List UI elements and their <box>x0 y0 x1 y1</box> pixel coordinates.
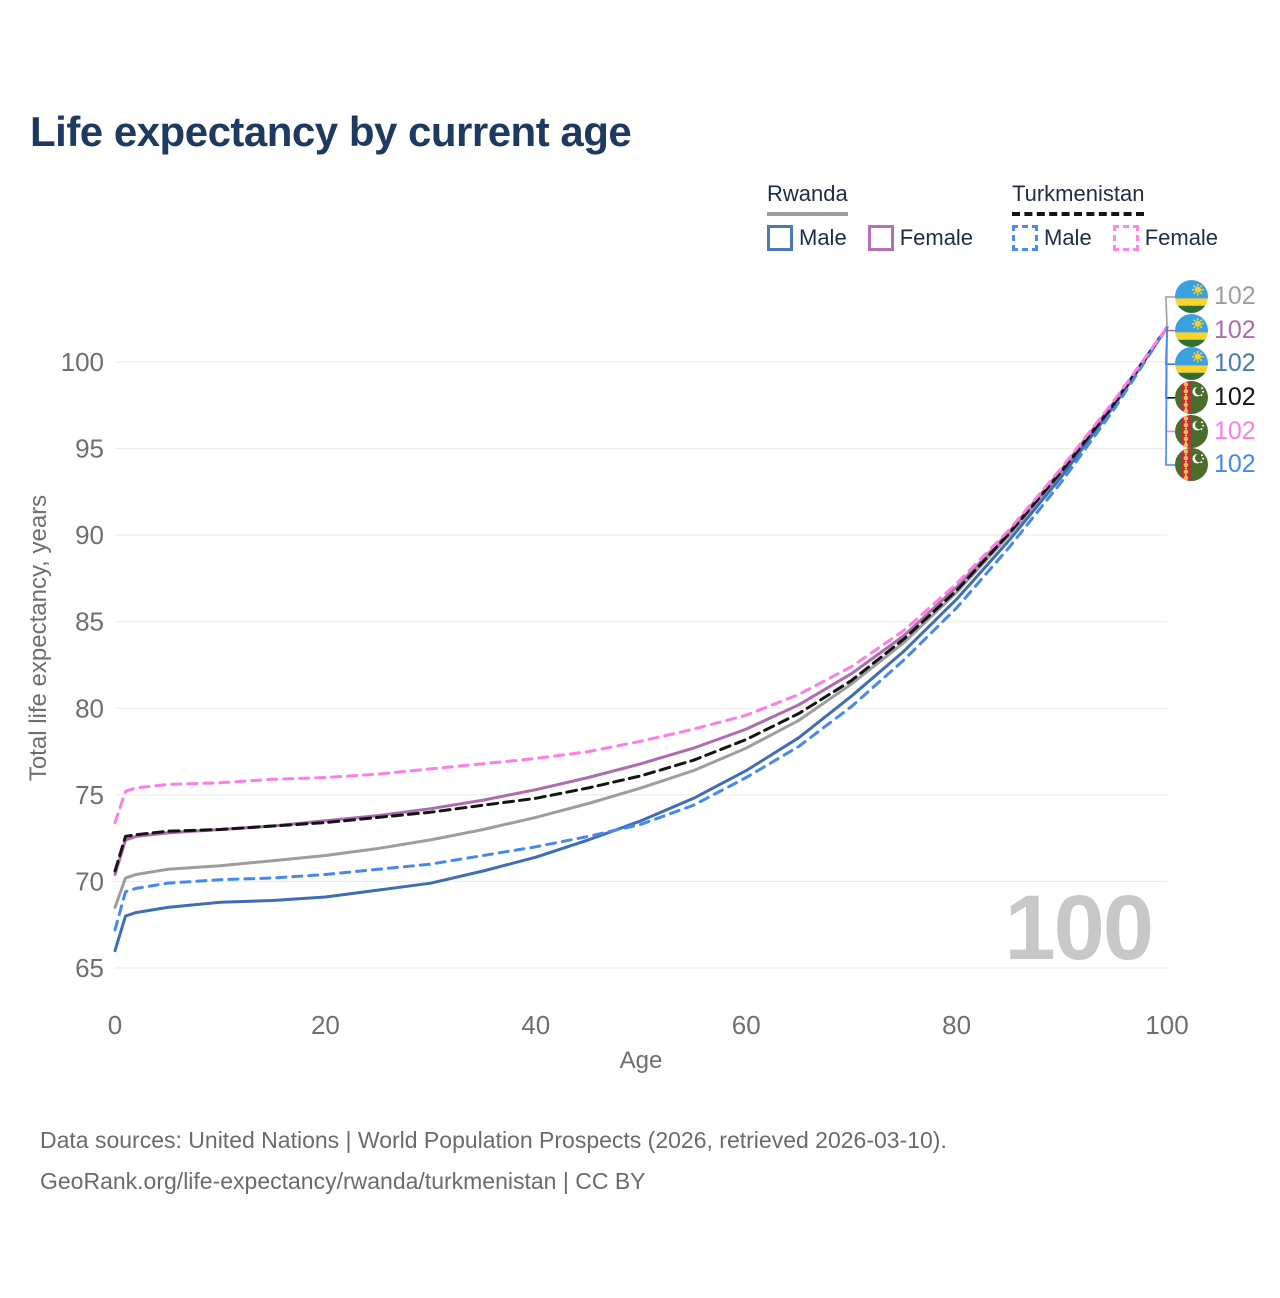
endpoint-value: 102 <box>1214 282 1256 311</box>
series-line-turkmenistan-male[interactable] <box>113 325 1169 932</box>
legend-item-turkmenistan-female[interactable]: Female <box>1112 225 1219 251</box>
series-line-turkmenistan-both[interactable] <box>113 325 1169 873</box>
rwanda-flag-icon <box>1175 313 1208 347</box>
x-tick-label: 40 <box>521 1010 550 1040</box>
endpoint-row: 102 <box>1175 347 1256 381</box>
legend-swatch-turkmenistan-male <box>1012 225 1038 251</box>
turkmenistan-flag-icon <box>1175 414 1208 448</box>
endpoint-row: 102 <box>1175 414 1256 448</box>
x-tick-label: 80 <box>942 1010 971 1040</box>
series-line-turkmenistan-female[interactable] <box>113 325 1169 825</box>
y-tick-label: 95 <box>75 434 104 464</box>
x-tick-label: 0 <box>108 1010 122 1040</box>
turkmenistan-flag-icon <box>1175 381 1208 415</box>
chart-page: Life expectancy by current age Rwanda Ma… <box>0 18 1280 1298</box>
x-tick-label: 20 <box>311 1010 340 1040</box>
y-tick-label: 75 <box>75 780 104 810</box>
legend-item-rwanda-female[interactable]: Female <box>867 225 974 251</box>
y-tick-label: 65 <box>75 953 104 983</box>
endpoint-value: 102 <box>1214 383 1256 412</box>
endpoint-row: 102 <box>1175 381 1256 415</box>
endpoint-row: 102 <box>1175 280 1256 314</box>
endpoint-labels: 102 102 102 102 102 102 <box>1175 280 1256 482</box>
legend-label-turkmenistan-male: Male <box>1044 225 1092 250</box>
footer-sources-line: Data sources: United Nations | World Pop… <box>40 1127 947 1153</box>
endpoint-connector <box>1165 327 1175 466</box>
line-chart-canvas: Total life expectancy, years Age 65 70 75 8… <box>25 296 1189 1074</box>
footer: Data sources: United Nations | World Pop… <box>40 1120 947 1202</box>
endpoint-value: 102 <box>1214 349 1256 378</box>
legend-label-rwanda-female: Female <box>899 225 974 250</box>
legend-swatch-rwanda-female <box>867 225 894 251</box>
legend-group-rwanda: Rwanda Male Female <box>767 181 973 251</box>
series-line-rwanda-female[interactable] <box>113 325 1169 876</box>
y-axis-title: Total life expectancy, years <box>25 495 52 781</box>
endpoint-value: 102 <box>1214 315 1256 344</box>
y-tick-label: 70 <box>75 866 104 896</box>
legend-swatch-turkmenistan-female <box>1112 225 1139 251</box>
legend-country-rwanda[interactable]: Rwanda <box>767 181 848 216</box>
y-tick-label: 100 <box>61 347 104 377</box>
legend-label-rwanda-male: Male <box>799 225 847 250</box>
page-title: Life expectancy by current age <box>30 108 632 155</box>
legend-item-rwanda-male[interactable]: Male <box>767 225 847 251</box>
series-line-rwanda-male[interactable] <box>113 325 1169 953</box>
legend-country-rwanda-label: Rwanda <box>767 181 848 206</box>
x-tick-label: 60 <box>732 1010 761 1040</box>
legend-label-turkmenistan-female: Female <box>1144 225 1219 250</box>
endpoint-value: 102 <box>1214 450 1256 479</box>
footer-url-line: GeoRank.org/life-expectancy/rwanda/turkm… <box>40 1168 646 1194</box>
legend-country-turkmenistan[interactable]: Turkmenistan <box>1012 181 1145 216</box>
endpoint-row: 102 <box>1175 448 1256 482</box>
y-tick-label: 85 <box>75 607 104 637</box>
endpoint-row: 102 <box>1175 313 1256 348</box>
rwanda-flag-icon <box>1175 280 1208 314</box>
y-tick-label: 90 <box>75 520 104 550</box>
rwanda-flag-icon <box>1175 347 1208 381</box>
x-tick-label: 100 <box>1145 1010 1188 1040</box>
legend-group-turkmenistan: Turkmenistan Male Female <box>1012 181 1218 251</box>
legend-country-turkmenistan-label: Turkmenistan <box>1012 181 1145 206</box>
endpoint-value: 102 <box>1214 416 1256 445</box>
x-axis-title: Age <box>620 1047 663 1074</box>
endpoint-connector <box>1165 296 1175 328</box>
turkmenistan-flag-icon <box>1175 448 1208 482</box>
legend-swatch-rwanda-male <box>767 225 793 251</box>
legend-item-turkmenistan-male[interactable]: Male <box>1012 225 1092 251</box>
age-watermark: 100 <box>1004 877 1154 979</box>
y-tick-label: 80 <box>75 693 104 723</box>
